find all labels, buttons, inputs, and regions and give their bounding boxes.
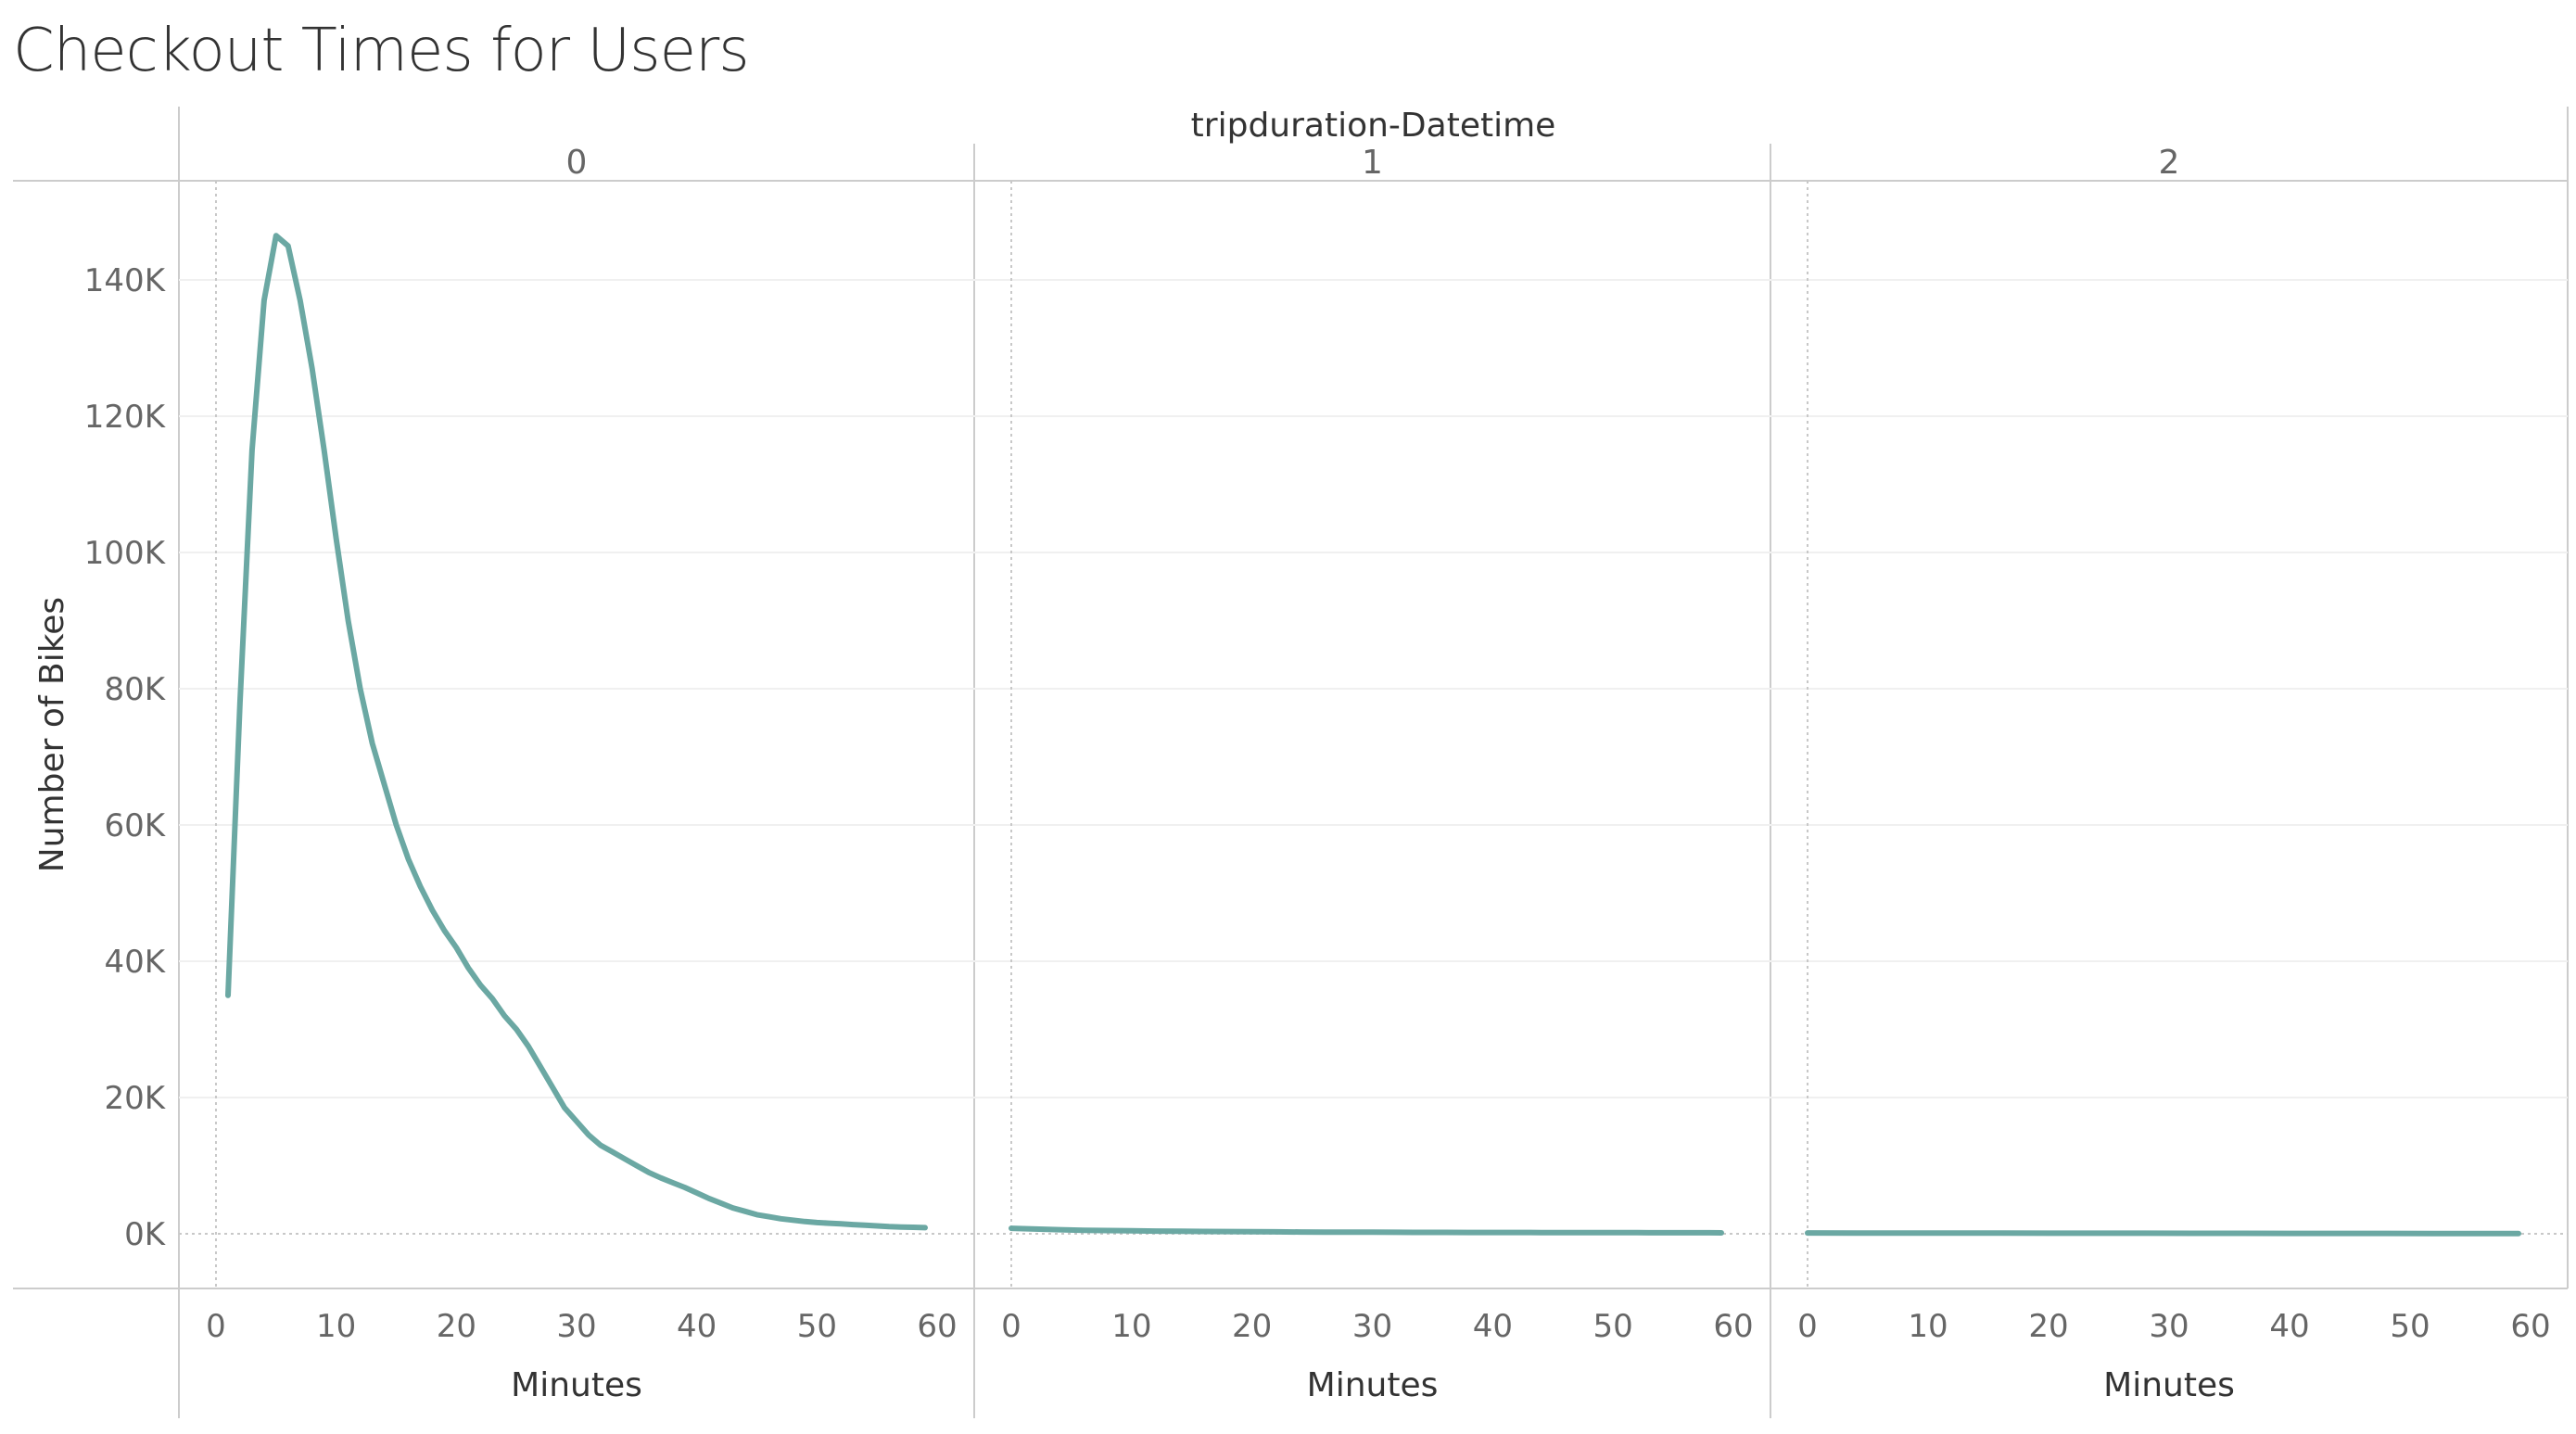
column-header-title: tripduration-Datetime [1191, 107, 1556, 145]
pane-label: 1 [1362, 144, 1383, 182]
x-tick-label: 10 [1111, 1308, 1151, 1345]
y-tick-label: 0K [124, 1216, 167, 1253]
x-tick-label: 10 [316, 1308, 356, 1345]
pane-label: 2 [2159, 144, 2180, 182]
x-axis-title: Minutes [1307, 1366, 1439, 1404]
x-tick-label: 40 [1473, 1308, 1513, 1345]
x-tick-label: 0 [1001, 1308, 1022, 1345]
x-tick-label: 20 [1232, 1308, 1272, 1345]
chart-frame [13, 107, 2569, 1418]
y-tick-label: 140K [84, 262, 167, 299]
x-axis-title: Minutes [2103, 1366, 2235, 1404]
x-tick-label: 30 [556, 1308, 596, 1345]
y-axis-title: Number of Bikes [33, 597, 71, 872]
y-tick-label: 80K [104, 671, 166, 708]
x-tick-label: 50 [1593, 1308, 1633, 1345]
y-tick-label: 120K [84, 399, 167, 436]
x-tick-label: 50 [2390, 1308, 2430, 1345]
series-line [1009, 1225, 1724, 1236]
y-axis: 0K 20K 40K 60K 80K 100K 120K 140K [84, 262, 167, 1253]
series-line [225, 233, 928, 1231]
x-tick-label: 60 [1713, 1308, 1753, 1345]
x-tick-label: 0 [1797, 1308, 1818, 1345]
pane-label: 0 [566, 144, 588, 182]
column-header: tripduration-Datetime [1191, 107, 1556, 145]
x-tick-label: 10 [1908, 1308, 1948, 1345]
x-tick-label: 40 [677, 1308, 717, 1345]
pane-0: 0 0 10 20 30 40 50 60 Minutes [206, 144, 957, 1404]
x-tick-label: 60 [917, 1308, 957, 1345]
y-tick-label: 60K [104, 807, 166, 844]
chart-gridlines [179, 279, 2568, 1235]
chart-title: Checkout Times for Users [13, 17, 750, 85]
x-tick-label: 30 [1352, 1308, 1392, 1345]
x-tick-label: 20 [437, 1308, 476, 1345]
y-tick-label: 100K [84, 535, 167, 572]
x-tick-label: 30 [2149, 1308, 2189, 1345]
x-tick-label: 50 [797, 1308, 837, 1345]
x-tick-label: 20 [2028, 1308, 2068, 1345]
series-line [1805, 1230, 2521, 1237]
x-tick-label: 40 [2269, 1308, 2309, 1345]
y-tick-label: 20K [104, 1080, 166, 1117]
x-tick-label: 60 [2510, 1308, 2550, 1345]
x-axis-title: Minutes [511, 1366, 642, 1404]
y-tick-label: 40K [104, 944, 166, 981]
x-tick-label: 0 [206, 1308, 226, 1345]
